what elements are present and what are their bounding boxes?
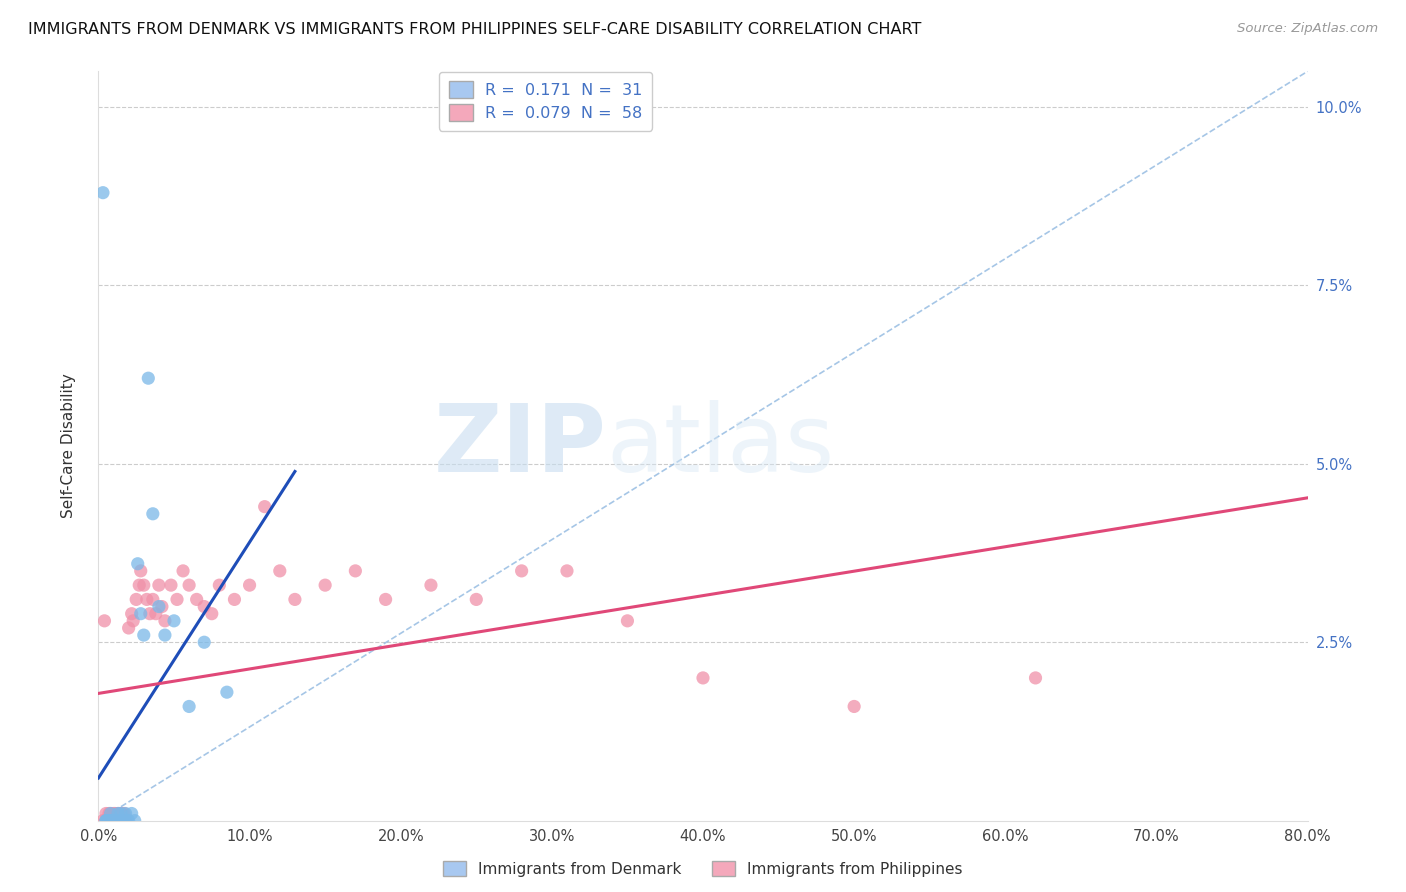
Point (114, 806, 136, 821)
Point (136, 371, 159, 385)
Point (142, 507, 165, 521)
Point (105, 814, 128, 828)
Y-axis label: Self-Care Disability: Self-Care Disability (62, 374, 76, 518)
Point (118, 814, 141, 828)
Point (555, 564, 578, 578)
Point (239, 578, 262, 592)
Point (103, 814, 125, 828)
Point (314, 578, 336, 592)
Point (160, 578, 183, 592)
Point (616, 614, 638, 628)
Point (96, 814, 118, 828)
Point (98, 814, 121, 828)
Point (128, 578, 150, 592)
Point (96, 814, 118, 828)
Point (193, 599, 215, 614)
Point (93, 614, 115, 628)
Point (98, 806, 121, 821)
Point (121, 607, 143, 621)
Point (121, 806, 143, 821)
Point (269, 564, 291, 578)
Point (844, 699, 866, 714)
Point (172, 564, 194, 578)
Point (101, 814, 124, 828)
Point (179, 699, 201, 714)
Point (179, 578, 201, 592)
Point (107, 806, 129, 821)
Point (132, 628, 155, 642)
Point (150, 599, 173, 614)
Point (344, 564, 367, 578)
Point (94, 806, 117, 821)
Point (129, 607, 152, 621)
Point (100, 806, 122, 821)
Point (193, 635, 215, 649)
Point (103, 806, 125, 821)
Point (108, 806, 131, 821)
Point (145, 607, 167, 621)
Point (148, 599, 170, 614)
Point (215, 685, 238, 699)
Point (105, 814, 128, 828)
Point (201, 607, 224, 621)
Point (104, 814, 127, 828)
Point (208, 578, 231, 592)
Point (103, 814, 125, 828)
Text: ZIP: ZIP (433, 400, 606, 492)
Point (111, 806, 134, 821)
Point (153, 628, 176, 642)
Point (132, 578, 155, 592)
Point (420, 578, 443, 592)
Point (110, 814, 132, 828)
Point (114, 814, 136, 828)
Point (139, 607, 162, 621)
Point (100, 814, 122, 828)
Point (224, 592, 246, 607)
Point (108, 814, 131, 828)
Point (127, 557, 149, 571)
Point (142, 592, 165, 607)
Point (98, 814, 121, 828)
Point (510, 564, 533, 578)
Text: IMMIGRANTS FROM DENMARK VS IMMIGRANTS FROM PHILIPPINES SELF-CARE DISABILITY CORR: IMMIGRANTS FROM DENMARK VS IMMIGRANTS FR… (28, 22, 921, 37)
Point (374, 592, 396, 607)
Text: atlas: atlas (606, 400, 835, 492)
Point (465, 592, 488, 607)
Point (100, 806, 122, 821)
Point (692, 671, 714, 685)
Point (107, 806, 129, 821)
Legend: Immigrants from Denmark, Immigrants from Philippines: Immigrants from Denmark, Immigrants from… (436, 853, 970, 884)
Point (163, 614, 186, 628)
Point (94, 814, 117, 828)
Point (129, 564, 152, 578)
Point (1024, 671, 1046, 685)
Legend: R =  0.171  N =  31, R =  0.079  N =  58: R = 0.171 N = 31, R = 0.079 N = 58 (439, 72, 652, 130)
Point (101, 814, 124, 828)
Point (253, 500, 276, 514)
Point (94, 814, 117, 828)
Point (153, 614, 176, 628)
Point (148, 578, 170, 592)
Point (118, 621, 141, 635)
Point (104, 806, 127, 821)
Point (111, 814, 134, 828)
Point (135, 592, 157, 607)
Point (186, 592, 208, 607)
Text: Source: ZipAtlas.com: Source: ZipAtlas.com (1237, 22, 1378, 36)
Point (115, 814, 138, 828)
Point (284, 592, 307, 607)
Point (122, 614, 145, 628)
Point (91, 814, 114, 828)
Point (124, 814, 146, 828)
Point (110, 806, 132, 821)
Point (100, 814, 122, 828)
Point (94, 814, 117, 828)
Point (91, 186, 114, 200)
Point (125, 592, 148, 607)
Point (166, 592, 188, 607)
Point (112, 806, 135, 821)
